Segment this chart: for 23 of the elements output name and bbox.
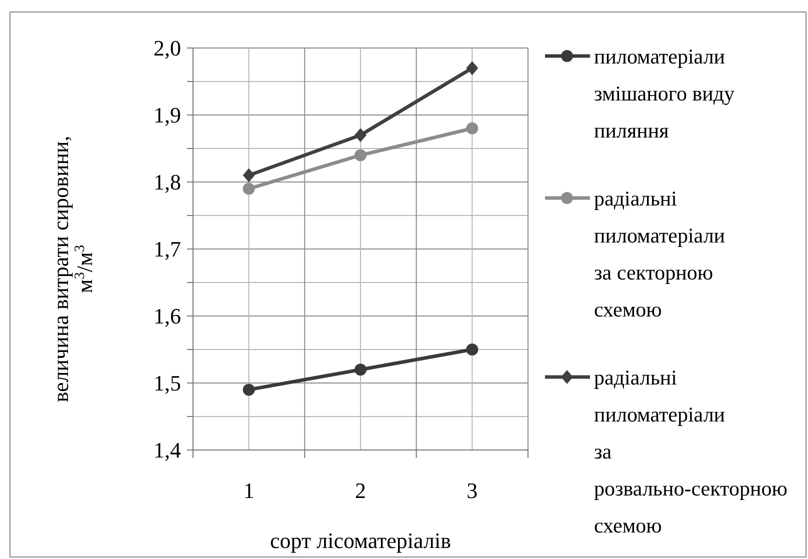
- point: [466, 344, 478, 356]
- y-tick-label: 1,8: [154, 170, 181, 195]
- y-tick-label: 1,4: [154, 438, 181, 463]
- x-tick-label: 1: [243, 478, 254, 503]
- point: [242, 384, 255, 396]
- point: [466, 122, 478, 134]
- x-tick-label: 3: [466, 478, 478, 503]
- y-tick-label: 1,9: [154, 102, 181, 128]
- x-tick-label: 2: [355, 478, 366, 503]
- x-axis-title: сорт лісоматеріалів: [270, 528, 451, 553]
- legend-label: радіальні пиломатеріали за секторною схемою: [594, 186, 726, 322]
- point: [354, 364, 366, 376]
- point: [466, 61, 478, 76]
- y-tick-label: 1,6: [154, 304, 181, 329]
- y-tick-label: 1,5: [154, 370, 181, 396]
- point: [354, 128, 366, 142]
- point: [242, 168, 255, 182]
- legend-label: радіальні пиломатеріали за розвально-секторною схемою: [594, 365, 788, 538]
- y-tick-label: 1,7: [154, 236, 181, 262]
- y-tick-label: 2,0: [154, 36, 181, 61]
- point: [354, 149, 366, 162]
- point: [242, 182, 255, 195]
- legend-label: пиломатеріали змішаного виду пиляння: [594, 44, 736, 142]
